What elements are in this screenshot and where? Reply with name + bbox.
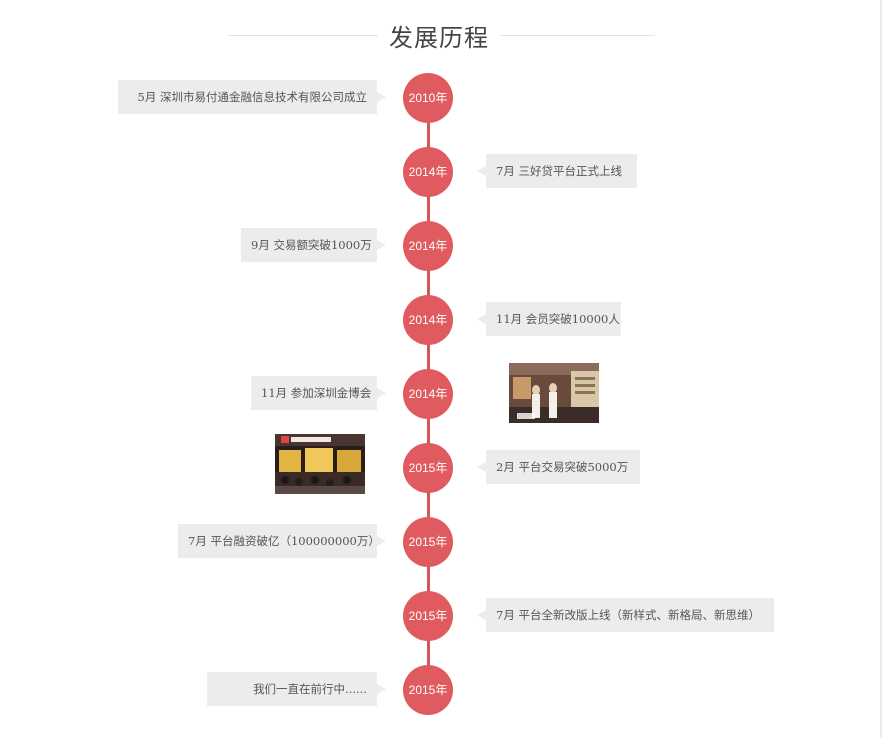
timeline-year-node: 2014年 (403, 369, 453, 419)
timeline-year-node: 2015年 (403, 443, 453, 493)
timeline-year-node: 2015年 (403, 665, 453, 715)
timeline-card: 7月 三好贷平台正式上线 (477, 154, 637, 188)
timeline-card: 2月 平台交易突破5000万 (477, 450, 640, 484)
title-divider-left (228, 35, 378, 36)
timeline-card: 9月 交易额突破1000万 (241, 228, 386, 262)
timeline-card: 5月 深圳市易付通金融信息技术有限公司成立 (118, 80, 386, 114)
timeline-year-node: 2010年 (403, 73, 453, 123)
page-title: 发展历程 (389, 24, 489, 52)
timeline-card: 7月 平台融资破亿（100000000万） (178, 524, 386, 558)
expo-booth-photo (509, 363, 599, 423)
timeline-year-node: 2014年 (403, 221, 453, 271)
timeline-card: 7月 平台全新改版上线（新样式、新格局、新思维） (477, 598, 774, 632)
timeline-year-node: 2015年 (403, 591, 453, 641)
timeline-year-node: 2014年 (403, 147, 453, 197)
timeline-year-node: 2015年 (403, 517, 453, 567)
timeline-card: 11月 会员突破10000人 (477, 302, 621, 336)
timeline-card: 11月 参加深圳金博会 (251, 376, 386, 410)
page-right-border (880, 0, 882, 737)
timeline-card: 我们一直在前行中...... (207, 672, 386, 706)
timeline-year-node: 2014年 (403, 295, 453, 345)
section-header: 发展历程 (0, 14, 882, 58)
expo-hall-photo (275, 434, 365, 494)
title-divider-right (500, 35, 655, 36)
